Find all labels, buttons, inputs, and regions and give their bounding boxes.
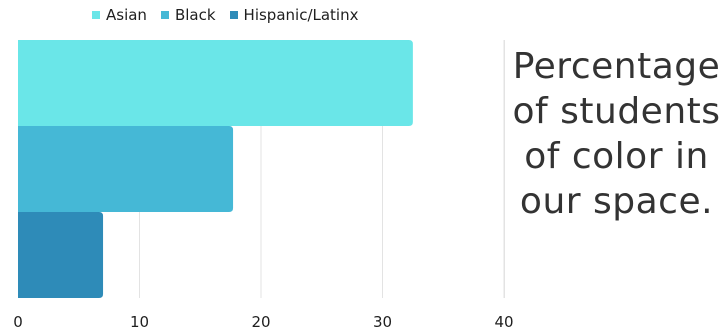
legend-swatch-black <box>160 11 169 19</box>
bar-hispanic-latinx <box>18 212 104 298</box>
legend-item-asian: Asian <box>92 6 147 24</box>
x-tick-label-0: 0 <box>13 313 23 330</box>
legend-label-asian: Asian <box>106 6 147 24</box>
bars <box>18 40 413 298</box>
legend-item-black: Black <box>160 6 216 24</box>
bar-asian <box>18 40 413 126</box>
legend-label-black: Black <box>174 6 216 24</box>
x-tick-label-10: 10 <box>130 313 149 330</box>
x-axis-ticks: 0 10 20 30 40 <box>13 313 513 330</box>
legend-swatch-asian <box>92 11 100 19</box>
x-tick-label-30: 30 <box>373 313 392 330</box>
x-tick-label-20: 20 <box>251 313 270 330</box>
legend-swatch-hispanic <box>229 11 238 19</box>
legend-item-hispanic: Hispanic/Latinx <box>229 6 359 24</box>
chart-divider <box>504 40 505 298</box>
x-tick-label-40: 40 <box>494 313 513 330</box>
bar-black <box>18 126 234 212</box>
chart-legend: Asian Black Hispanic/Latinx <box>92 6 358 24</box>
chart-caption: Percentage of students of color in our s… <box>512 46 721 222</box>
legend-label-hispanic: Hispanic/Latinx <box>243 6 359 24</box>
